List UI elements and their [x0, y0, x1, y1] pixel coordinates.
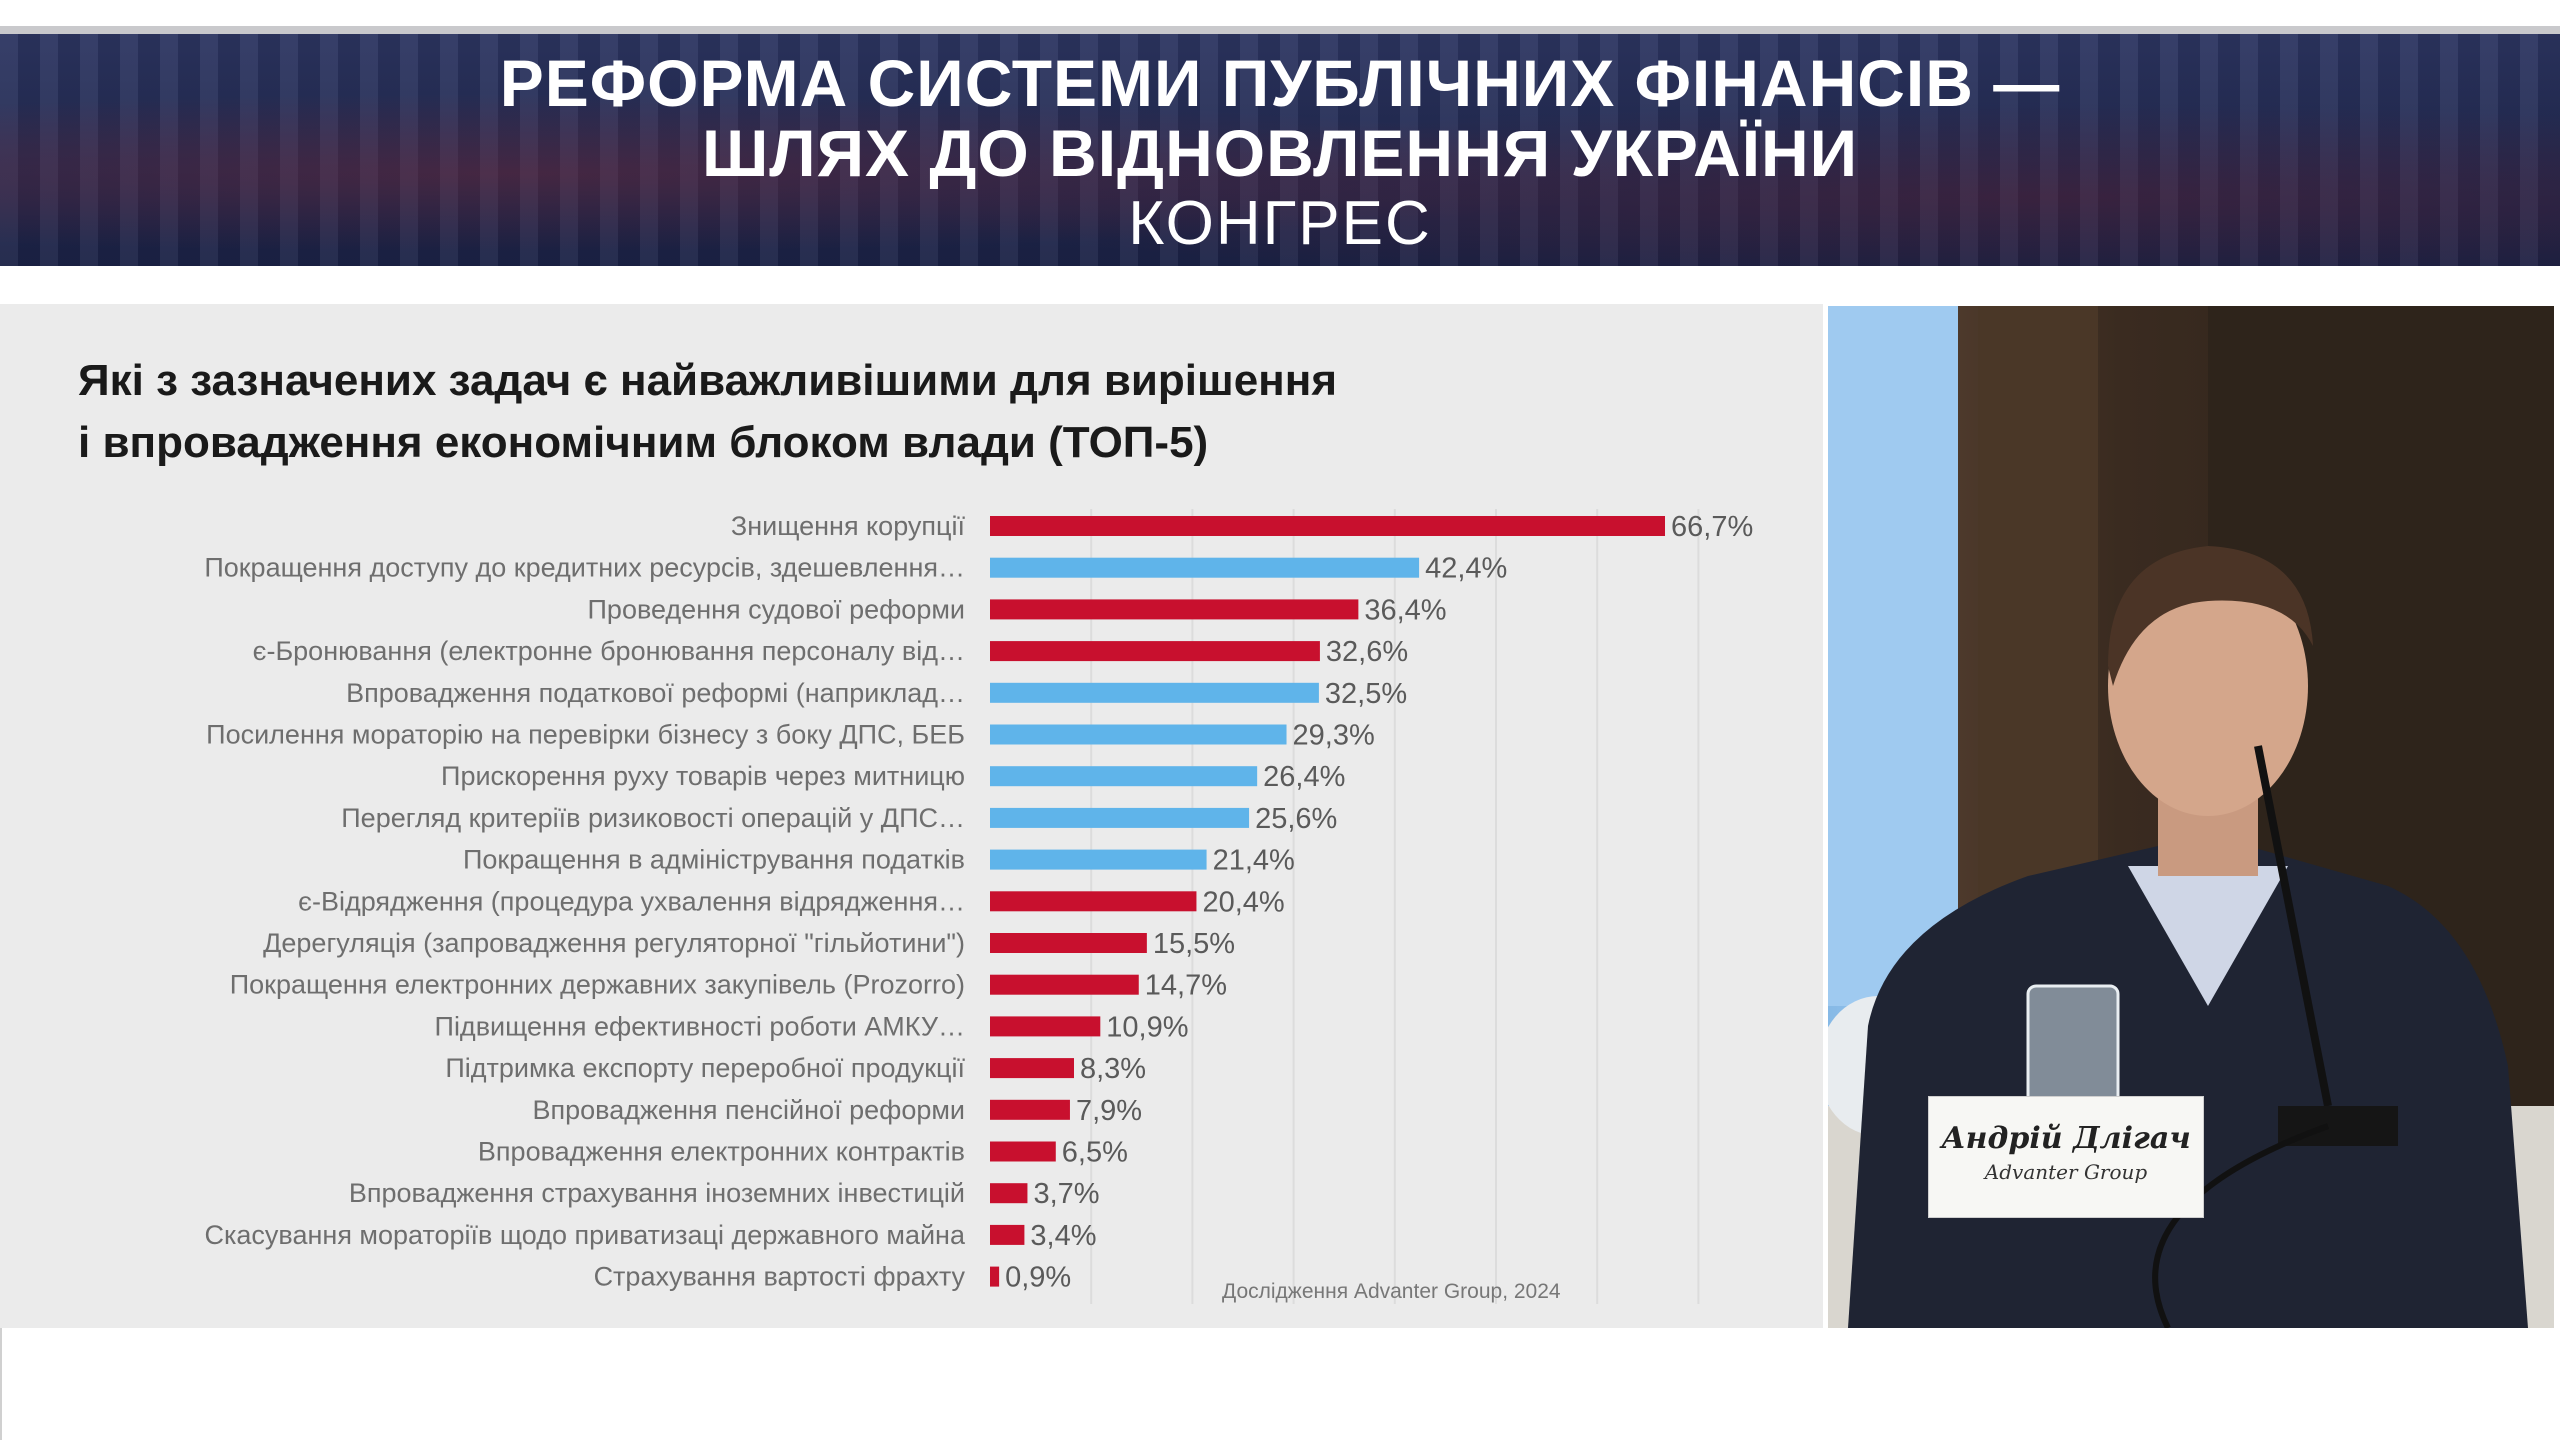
- category-label: Впровадження страхування іноземних інвес…: [349, 1178, 965, 1208]
- banner-title-line1: РЕФОРМА СИСТЕМИ ПУБЛІЧНИХ ФІНАНСІВ —: [499, 46, 2061, 120]
- category-label: Покращення електронних державних закупів…: [230, 970, 965, 1000]
- congress-banner: РЕФОРМА СИСТЕМИ ПУБЛІЧНИХ ФІНАНСІВ — ШЛЯ…: [0, 34, 2560, 266]
- chart-title-line1: Які з зазначених задач є найважливішими …: [78, 356, 1338, 405]
- category-label: Впровадження податкової реформі (наприкл…: [346, 678, 965, 708]
- bar: [990, 1016, 1101, 1037]
- bar: [990, 516, 1666, 536]
- window-light: [1828, 306, 1958, 1006]
- speaker-hair: [2108, 546, 2313, 686]
- category-label: Проведення судової реформи: [588, 594, 965, 624]
- bar: [990, 766, 1258, 787]
- source-note: Дослідження Advanter Group, 2024: [1222, 1280, 1561, 1303]
- category-label: Посилення мораторію на перевірки бізнесу…: [206, 720, 965, 750]
- speaker-shirt: [2128, 866, 2288, 1006]
- bar: [990, 807, 1250, 828]
- value-label: 7,9%: [1076, 1095, 1142, 1127]
- bar: [990, 1058, 1074, 1079]
- category-label: Дерегуляція (запровадження регуляторної …: [263, 928, 965, 958]
- bottom-area: [0, 1328, 2560, 1440]
- bar: [990, 1099, 1070, 1120]
- category-label: Впровадження електронних контрактів: [478, 1137, 965, 1167]
- value-label: 66,7%: [1671, 511, 1753, 543]
- value-label: 21,4%: [1213, 845, 1295, 877]
- microphone-stand: [2254, 745, 2332, 1107]
- value-label: 14,7%: [1145, 970, 1227, 1002]
- bar: [990, 724, 1287, 745]
- bar: [990, 1141, 1056, 1162]
- banner-title-line2: ШЛЯХ ДО ВІДНОВЛЕННЯ УКРАЇНИ: [701, 116, 1859, 190]
- category-label: Підвищення ефективності роботи АМКУ…: [435, 1011, 965, 1041]
- category-label: Страхування вартості фрахту: [594, 1262, 966, 1292]
- left-edge-line: [0, 1328, 2, 1440]
- speaker-video: Андрій Длігач Advanter Group: [1828, 306, 2554, 1328]
- value-label: 8,3%: [1080, 1053, 1146, 1085]
- bar-chart: Знищення корупції 66,7% Покращення доступу…: [204, 509, 1753, 1304]
- bar: [990, 1224, 1025, 1245]
- presentation-slide: Які з зазначених задач є найважливішими …: [0, 304, 1823, 1328]
- value-label: 10,9%: [1106, 1011, 1188, 1043]
- bar: [990, 599, 1359, 620]
- chart-title: Які з зазначених задач є найважливішими …: [78, 350, 1678, 474]
- category-label: Підтримка експорту переробної продукції: [445, 1053, 965, 1083]
- top-divider-line: [0, 26, 2560, 34]
- value-label: 3,4%: [1030, 1220, 1096, 1252]
- value-label: 32,5%: [1325, 678, 1407, 710]
- category-label: Прискорення руху товарів через митницю: [441, 761, 965, 791]
- speaker-nameplate: Андрій Длігач Advanter Group: [1928, 1096, 2204, 1218]
- speaker-organization: Advanter Group: [1984, 1160, 2148, 1184]
- value-label: 3,7%: [1033, 1178, 1099, 1210]
- speaker-name: Андрій Длігач: [1941, 1121, 2191, 1156]
- category-label: Впровадження пенсійної реформи: [533, 1095, 965, 1125]
- bar: [990, 1183, 1028, 1204]
- value-label: 42,4%: [1425, 553, 1507, 585]
- bar: [990, 682, 1319, 703]
- speaker-video-frame: [1828, 306, 2554, 1328]
- value-label: 29,3%: [1293, 720, 1375, 752]
- bar: [990, 933, 1147, 953]
- value-label: 36,4%: [1364, 594, 1446, 626]
- value-label: 15,5%: [1153, 928, 1235, 960]
- bar: [990, 974, 1139, 995]
- chart-title-line2: і впровадження економічним блоком влади …: [78, 418, 1209, 467]
- bar: [990, 891, 1197, 912]
- category-label: Покращення в адміністрування податків: [463, 845, 965, 875]
- bar: [990, 641, 1320, 662]
- category-label: Перегляд критеріїв ризиковості операцій …: [341, 803, 965, 833]
- value-label: 20,4%: [1202, 886, 1284, 918]
- category-label: Скасування мораторіїв щодо приватизаці д…: [205, 1220, 966, 1250]
- category-label: Покращення доступу до кредитних ресурсів…: [204, 553, 965, 583]
- bar: [990, 1266, 1000, 1287]
- bar: [990, 557, 1420, 578]
- value-label: 32,6%: [1326, 636, 1408, 668]
- category-label: є-Відрядження (процедура ухвалення відря…: [298, 886, 965, 916]
- value-label: 6,5%: [1062, 1137, 1128, 1169]
- category-label: Знищення корупції: [731, 511, 966, 541]
- banner-subtitle: КОНГРЕС: [1128, 189, 1432, 258]
- value-label: 0,9%: [1005, 1262, 1071, 1294]
- banner-title: РЕФОРМА СИСТЕМИ ПУБЛІЧНИХ ФІНАНСІВ — ШЛЯ…: [0, 48, 2560, 188]
- value-label: 26,4%: [1263, 761, 1345, 793]
- value-label: 25,6%: [1255, 803, 1337, 835]
- bar: [990, 849, 1207, 870]
- category-label: є-Бронювання (електронне бронювання перс…: [253, 636, 965, 666]
